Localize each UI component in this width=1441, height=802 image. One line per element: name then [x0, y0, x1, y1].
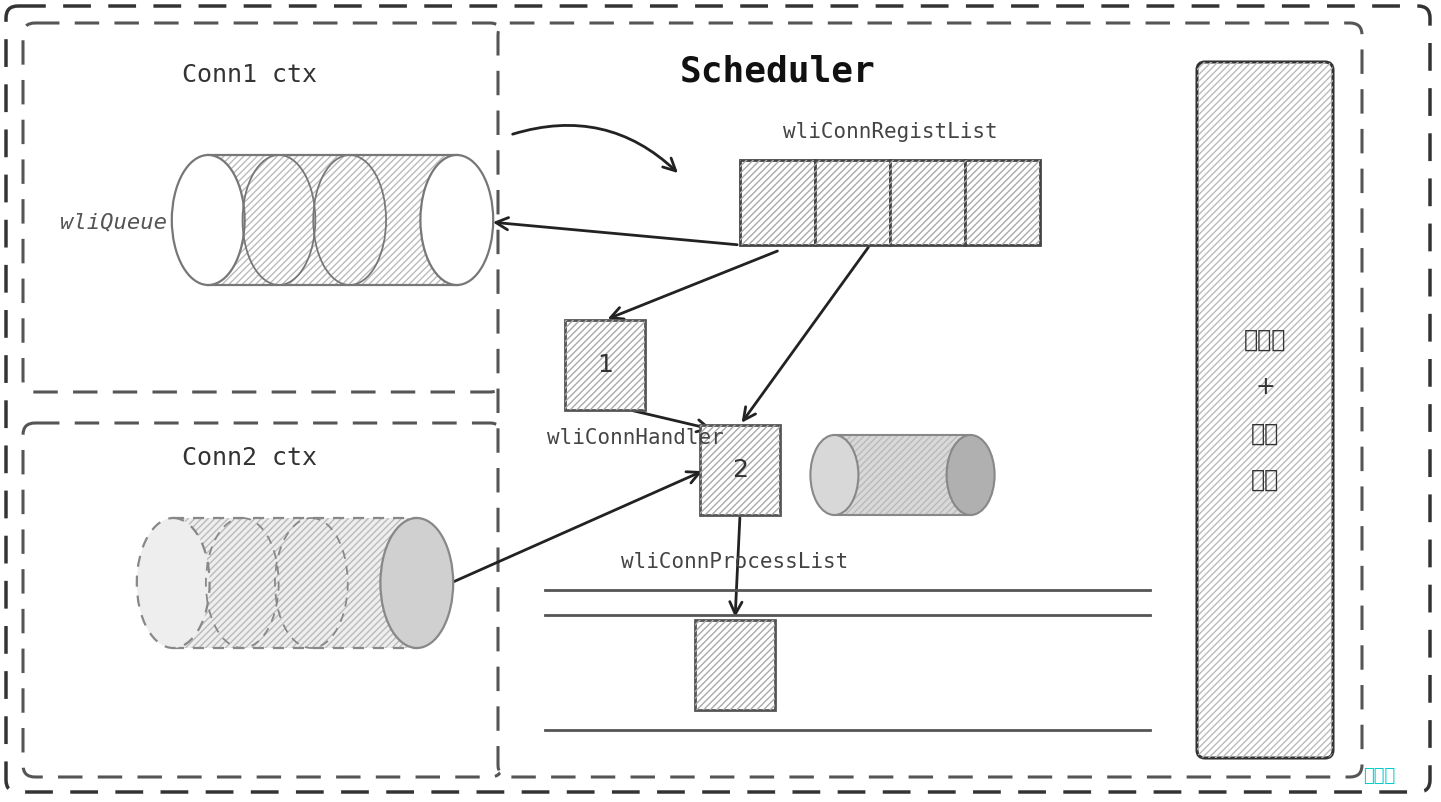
Ellipse shape [947, 435, 994, 515]
Text: 聚集网: 聚集网 [1363, 767, 1395, 785]
Text: wliConnProcessList: wliConnProcessList [621, 552, 849, 572]
FancyBboxPatch shape [816, 160, 891, 245]
Ellipse shape [810, 435, 859, 515]
Polygon shape [208, 155, 457, 285]
Text: wliConnHandler: wliConnHandler [546, 428, 723, 448]
Text: Conn2 ctx: Conn2 ctx [183, 446, 317, 470]
Text: wliConnRegistList: wliConnRegistList [782, 122, 997, 142]
Text: 2: 2 [732, 458, 748, 482]
FancyBboxPatch shape [565, 320, 646, 410]
FancyBboxPatch shape [965, 160, 1040, 245]
Ellipse shape [421, 155, 493, 285]
Ellipse shape [171, 155, 245, 285]
Text: wliQueue: wliQueue [61, 212, 167, 232]
FancyBboxPatch shape [23, 423, 501, 777]
Text: Conn1 ctx: Conn1 ctx [183, 63, 317, 87]
Ellipse shape [137, 518, 209, 648]
Ellipse shape [380, 518, 454, 648]
FancyBboxPatch shape [6, 6, 1429, 792]
FancyBboxPatch shape [695, 620, 775, 710]
Text: Scheduler: Scheduler [680, 55, 876, 89]
FancyBboxPatch shape [700, 425, 780, 515]
Polygon shape [834, 435, 971, 515]
FancyBboxPatch shape [741, 160, 816, 245]
FancyBboxPatch shape [23, 23, 501, 392]
Text: 序列化
+
落盘
线程: 序列化 + 落盘 线程 [1244, 328, 1287, 492]
Text: 1: 1 [597, 353, 612, 377]
FancyBboxPatch shape [499, 23, 1362, 777]
Polygon shape [173, 518, 416, 648]
FancyBboxPatch shape [1197, 62, 1333, 758]
FancyBboxPatch shape [891, 160, 965, 245]
